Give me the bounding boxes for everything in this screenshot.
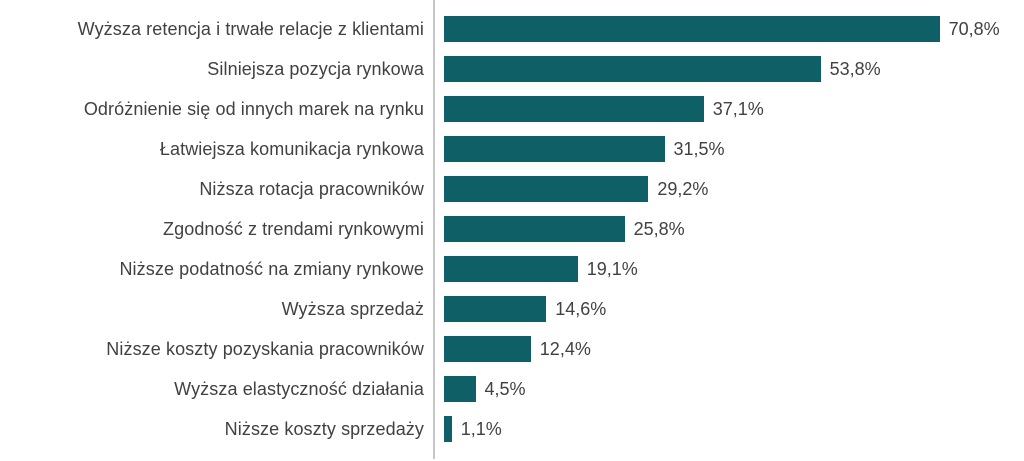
value-label: 37,1% bbox=[712, 98, 764, 119]
bar bbox=[444, 296, 547, 322]
category-label: Łatwiejsza komunikacja rynkowa bbox=[159, 138, 424, 159]
plot-row: 29,2% bbox=[434, 169, 1024, 209]
plot-row: 53,8% bbox=[434, 49, 1024, 89]
bar bbox=[444, 136, 665, 162]
value-label: 31,5% bbox=[673, 138, 725, 159]
value-label: 29,2% bbox=[657, 178, 709, 199]
plot-row: 14,6% bbox=[434, 289, 1024, 329]
chart-row: Niższa rotacja pracowników 29,2% bbox=[0, 169, 1024, 209]
value-label: 25,8% bbox=[633, 218, 685, 239]
bar bbox=[444, 176, 649, 202]
plot-row: 19,1% bbox=[434, 249, 1024, 289]
chart-row: Niższe koszty sprzedaży 1,1% bbox=[0, 409, 1024, 449]
plot-row: 1,1% bbox=[434, 409, 1024, 449]
chart-row: Zgodność z trendami rynkowymi 25,8% bbox=[0, 209, 1024, 249]
chart-row: Odróżnienie się od innych marek na rynku… bbox=[0, 89, 1024, 129]
bar bbox=[444, 376, 476, 402]
chart-row: Wyższa sprzedaż 14,6% bbox=[0, 289, 1024, 329]
plot-row: 25,8% bbox=[434, 209, 1024, 249]
axis-line bbox=[433, 0, 435, 459]
value-label: 19,1% bbox=[586, 258, 638, 279]
bar bbox=[444, 256, 578, 282]
plot-row: 12,4% bbox=[434, 329, 1024, 369]
bar bbox=[444, 336, 531, 362]
bar bbox=[444, 56, 821, 82]
chart-row: Łatwiejsza komunikacja rynkowa 31,5% bbox=[0, 129, 1024, 169]
category-label: Odróżnienie się od innych marek na rynku bbox=[83, 98, 424, 119]
chart-row: Wyższa elastyczność działania 4,5% bbox=[0, 369, 1024, 409]
plot-row: 37,1% bbox=[434, 89, 1024, 129]
category-label: Niższe koszty sprzedaży bbox=[224, 418, 424, 439]
value-label: 12,4% bbox=[539, 338, 591, 359]
value-label: 1,1% bbox=[460, 418, 502, 439]
chart-row: Silniejsza pozycja rynkowa 53,8% bbox=[0, 49, 1024, 89]
plot-row: 4,5% bbox=[434, 369, 1024, 409]
category-label: Silniejsza pozycja rynkowa bbox=[207, 58, 424, 79]
bar bbox=[444, 416, 452, 442]
bar bbox=[444, 216, 625, 242]
category-label: Zgodność z trendami rynkowymi bbox=[163, 218, 424, 239]
category-label: Wyższa elastyczność działania bbox=[174, 378, 424, 399]
category-label: Wyższa retencja i trwałe relacje z klien… bbox=[77, 18, 424, 39]
bar bbox=[444, 16, 940, 42]
bar bbox=[444, 96, 704, 122]
plot-row: 31,5% bbox=[434, 129, 1024, 169]
value-label: 53,8% bbox=[829, 58, 881, 79]
chart-plot-area: Wyższa retencja i trwałe relacje z klien… bbox=[0, 9, 1024, 449]
category-label: Niższa rotacja pracowników bbox=[199, 178, 424, 199]
category-label: Niższe koszty pozyskania pracowników bbox=[106, 338, 424, 359]
plot-row: 70,8% bbox=[434, 9, 1024, 49]
chart-row: Wyższa retencja i trwałe relacje z klien… bbox=[0, 9, 1024, 49]
category-label: Niższe podatność na zmiany rynkowe bbox=[119, 258, 424, 279]
value-label: 70,8% bbox=[948, 18, 1000, 39]
value-label: 14,6% bbox=[555, 298, 607, 319]
chart-row: Niższe koszty pozyskania pracowników 12,4… bbox=[0, 329, 1024, 369]
value-label: 4,5% bbox=[484, 378, 526, 399]
chart-row: Niższe podatność na zmiany rynkowe 19,1% bbox=[0, 249, 1024, 289]
category-label: Wyższa sprzedaż bbox=[281, 298, 424, 319]
